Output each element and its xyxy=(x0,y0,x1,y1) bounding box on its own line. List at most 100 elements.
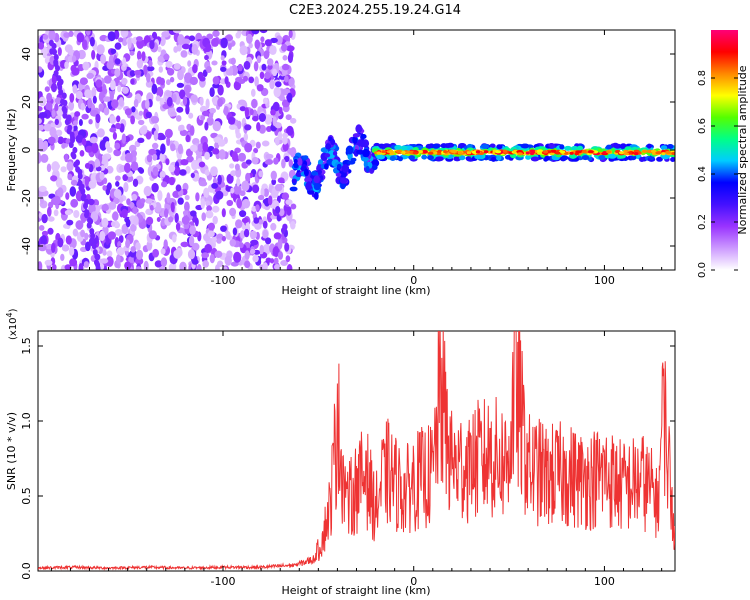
spectrogram-cell xyxy=(381,150,387,154)
spectrogram-cell xyxy=(202,142,209,152)
spectrogram-cell xyxy=(342,160,350,166)
spectrogram-cell xyxy=(71,153,77,160)
spectrogram-cell xyxy=(335,172,342,177)
spectrogram-cell xyxy=(47,206,52,217)
spectrogram-cell xyxy=(248,76,255,84)
spectrogram-cell xyxy=(341,164,350,173)
spectrogram-cell xyxy=(172,93,177,103)
spectrogram-cell xyxy=(143,64,148,76)
spectrogram-cell xyxy=(80,195,86,202)
spectrogram-cell xyxy=(237,120,242,130)
spectrogram-cell xyxy=(91,142,99,154)
spectrogram-cell xyxy=(61,142,66,149)
spectrogram-cell xyxy=(655,151,662,155)
spectrogram-cell xyxy=(176,106,184,113)
spectrogram-cell xyxy=(62,99,68,107)
spectrogram-cell xyxy=(43,123,52,132)
spectrogram-cell xyxy=(206,33,214,40)
spectrogram-cell xyxy=(356,149,365,155)
spectrogram-cell xyxy=(206,205,213,212)
spectrogram-cell xyxy=(248,42,253,49)
spectrogram-cell xyxy=(75,134,84,143)
spectrogram-cell xyxy=(191,159,199,171)
spectrogram-cell xyxy=(88,203,96,214)
spectrogram-cell xyxy=(273,157,279,165)
spectrogram-cell xyxy=(173,249,182,259)
spectrogram-cell xyxy=(179,261,187,270)
spectrogram-cell xyxy=(73,161,79,168)
spectrogram-cell xyxy=(48,30,56,41)
spectrogram-cell xyxy=(362,148,370,158)
spectrogram-cell xyxy=(95,253,101,261)
spectrogram-cell xyxy=(79,150,85,157)
spectrogram-cell xyxy=(111,99,119,109)
spectrogram-cell xyxy=(53,70,59,77)
spectrogram-cell xyxy=(543,150,548,154)
spectrogram-cell xyxy=(286,92,293,103)
spectrogram-cell xyxy=(432,151,438,155)
spectrogram-cell xyxy=(192,242,200,251)
spectrogram-cell xyxy=(235,132,242,139)
spectrogram-cell xyxy=(293,162,299,169)
spectrogram-cell xyxy=(244,250,250,260)
spectrogram-cell xyxy=(84,162,91,169)
spectrogram-cell xyxy=(264,159,273,165)
spectrogram-cell xyxy=(226,199,234,207)
spectrogram-cell xyxy=(255,204,260,211)
spectrogram-cell xyxy=(40,153,49,163)
spectrogram-cell xyxy=(376,151,381,155)
spectrogram-cell xyxy=(496,144,503,150)
spectrogram-cell xyxy=(290,203,297,210)
spectrogram-cell xyxy=(325,143,332,150)
spectrogram-y-tick-label: -40 xyxy=(20,237,33,255)
spectrogram-cell xyxy=(172,234,177,243)
spectrogram-cell xyxy=(66,219,74,226)
spectrogram-cell xyxy=(661,152,666,156)
spectrogram-cell xyxy=(170,143,176,152)
spectrogram-cell xyxy=(70,179,78,186)
spectrogram-cell xyxy=(168,176,175,186)
spectrogram-cell xyxy=(185,134,191,143)
spectrogram-cell xyxy=(158,266,168,270)
spectrogram-cell xyxy=(408,155,416,161)
spectrogram-cell xyxy=(266,211,273,223)
spectrogram-cell xyxy=(189,225,197,235)
spectrogram-cell xyxy=(87,198,95,206)
spectrogram-cell xyxy=(77,173,83,180)
spectrogram-cell xyxy=(529,151,535,156)
spectrogram-cell xyxy=(95,79,103,88)
spectrogram-cell xyxy=(427,151,434,155)
spectrogram-cell xyxy=(287,53,293,64)
spectrogram-cell xyxy=(161,31,170,38)
spectrogram-cell xyxy=(212,215,218,225)
spectrogram-cell xyxy=(660,145,668,151)
spectrogram-cell xyxy=(146,73,151,83)
spectrogram-cell xyxy=(226,173,234,184)
spectrogram-cell xyxy=(159,35,166,47)
spectrogram-cell xyxy=(204,169,210,176)
spectrogram-cell xyxy=(191,43,198,55)
spectrogram-cell xyxy=(160,248,166,255)
spectrogram-cell xyxy=(159,77,165,86)
spectrogram-cell xyxy=(57,84,63,91)
spectrogram-cell xyxy=(224,255,232,266)
spectrogram-cell xyxy=(269,79,275,90)
spectrogram-cell xyxy=(120,155,126,161)
snr-y-axis-label: SNR (10 * v/v) xyxy=(5,412,18,490)
spectrogram-cell xyxy=(67,173,73,181)
spectrogram-cell xyxy=(60,166,67,173)
spectrogram-cell xyxy=(124,108,132,116)
spectrogram-cell xyxy=(205,98,210,109)
spectrogram-cell xyxy=(47,216,55,222)
spectrogram-cell xyxy=(91,87,97,98)
spectrogram-cell xyxy=(51,161,60,172)
spectrogram-cell xyxy=(239,210,247,218)
spectrogram-cell xyxy=(230,187,235,194)
spectrogram-cell xyxy=(38,118,42,124)
spectrogram-cell xyxy=(256,84,264,92)
spectrogram-cell xyxy=(608,153,617,159)
spectrogram-cell xyxy=(243,75,248,82)
spectrogram-cell xyxy=(124,152,133,163)
spectrogram-cell xyxy=(233,251,242,263)
spectrogram-cell xyxy=(115,181,120,187)
